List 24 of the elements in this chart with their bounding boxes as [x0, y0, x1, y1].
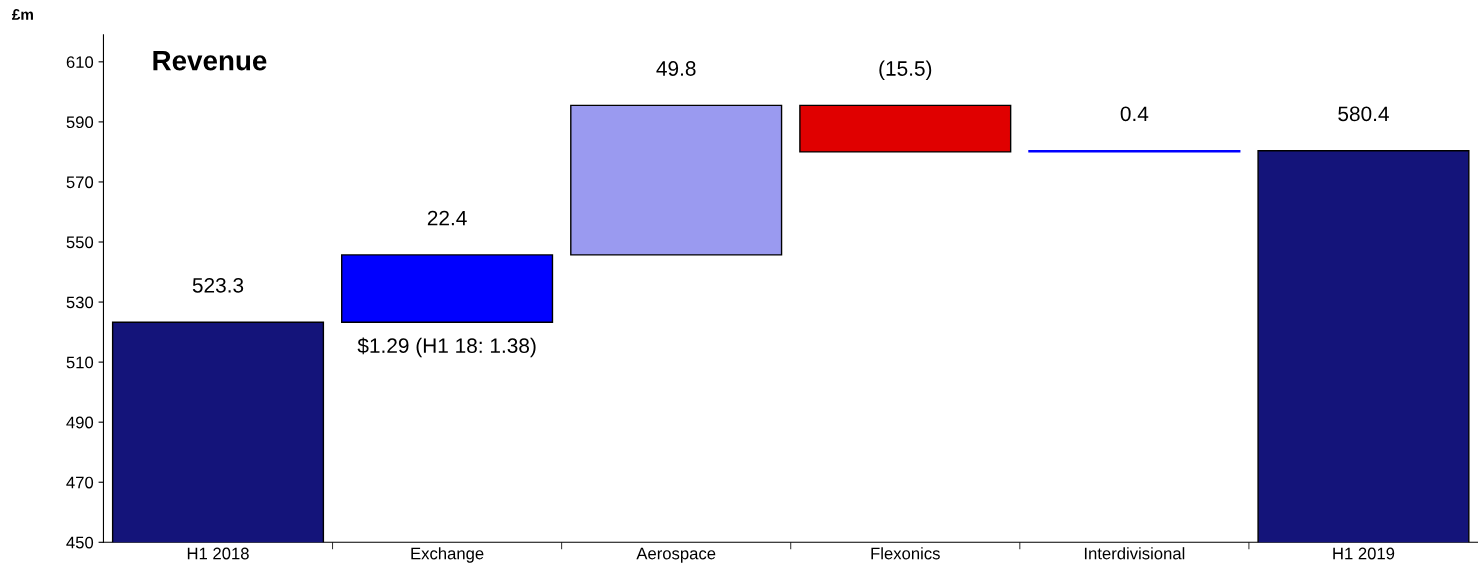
y-tick-label: 470: [66, 476, 94, 489]
x-tick-label: Exchange: [411, 547, 484, 563]
data-label: 49.8: [656, 61, 696, 76]
data-label: 523.3: [192, 277, 244, 293]
x-tick-label: H1 2019: [1333, 547, 1395, 560]
y-tick-label: 590: [66, 116, 94, 129]
y-tick-label: 490: [66, 416, 94, 429]
y-tick-label: 570: [66, 176, 94, 189]
x-tick-label: Interdivisional: [1084, 547, 1185, 560]
x-tick-label: Aerospace: [636, 547, 716, 563]
y-tick-label: 510: [66, 356, 94, 369]
data-label: 0.4: [1120, 106, 1149, 122]
y-tick-label: 530: [66, 296, 94, 309]
chart-title: Revenue: [153, 51, 267, 71]
data-label: 22.4: [427, 210, 467, 226]
annotation: $1.29 (H1 18: 1.38): [357, 337, 536, 358]
y-tick-label: 450: [66, 536, 94, 549]
x-tick-label: H1 2018: [187, 547, 249, 560]
data-label: 580.4: [1338, 106, 1389, 122]
data-label: (15.5): [879, 60, 932, 80]
y-axis-title: £m: [11, 9, 33, 20]
y-tick-label: 610: [66, 56, 94, 69]
y-tick-label: 550: [66, 236, 94, 249]
x-tick-label: Flexonics: [871, 547, 940, 560]
